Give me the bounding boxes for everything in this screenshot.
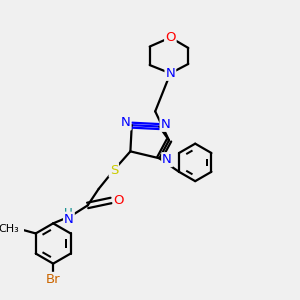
Text: H: H (64, 207, 73, 220)
Text: Br: Br (46, 273, 61, 286)
Text: S: S (110, 164, 118, 177)
Text: CH₃: CH₃ (0, 224, 19, 234)
Text: N: N (160, 118, 170, 131)
Text: N: N (166, 67, 175, 80)
Text: N: N (162, 153, 172, 166)
Text: N: N (64, 213, 74, 226)
Text: O: O (114, 194, 124, 207)
Text: N: N (121, 116, 130, 130)
Text: O: O (165, 31, 175, 44)
